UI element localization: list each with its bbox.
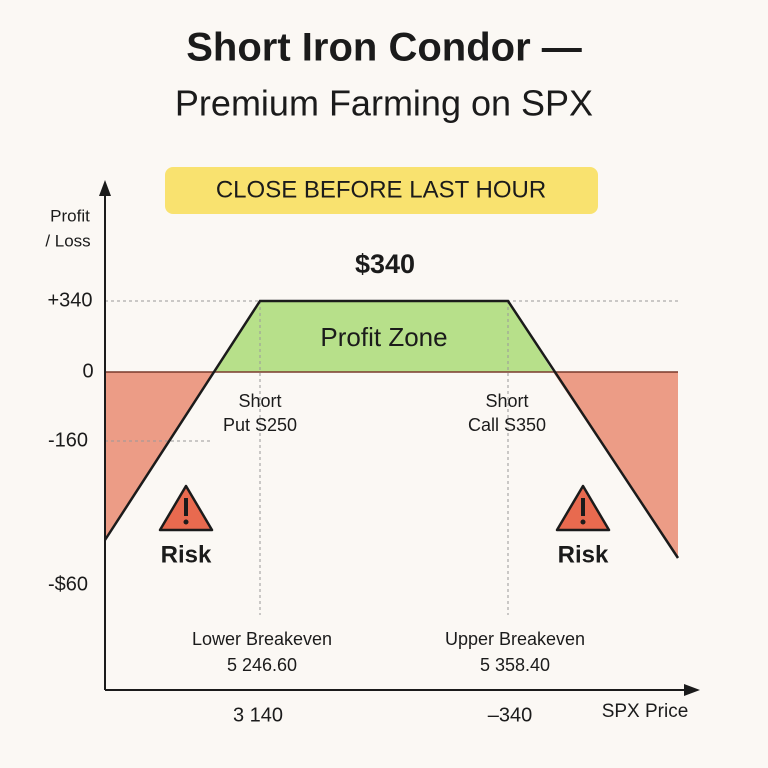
warning-icon (555, 484, 611, 532)
breakeven-label: Lower Breakeven (192, 629, 332, 649)
strike-label: Short (238, 391, 281, 411)
y-label: +340 (47, 289, 92, 311)
y-label: 0 (82, 360, 93, 382)
axis-arrow (99, 180, 111, 196)
y-axis-label: / Loss (45, 231, 90, 250)
max-profit-label: $340 (355, 249, 415, 279)
payoff-line (103, 299, 680, 559)
banner-box (165, 167, 598, 214)
profit-region (215, 301, 553, 372)
breakeven-value: 5 246.60 (227, 655, 297, 675)
banner-text: CLOSE BEFORE LAST HOUR (216, 176, 546, 203)
x-label: 3 140 (233, 704, 283, 726)
risk-label: Risk (558, 541, 609, 568)
title: Short Iron Condor — (186, 26, 582, 70)
x-label: –340 (488, 704, 533, 726)
profit-zone-label: Profit Zone (320, 322, 447, 352)
strike-label: Short (485, 391, 528, 411)
x-axis-label: SPX Price (602, 701, 689, 722)
breakeven-value: 5 358.40 (480, 655, 550, 675)
subtitle: Premium Farming on SPX (175, 83, 593, 124)
risk-label: Risk (161, 541, 212, 568)
strike-label: Put S250 (223, 415, 297, 435)
strike-label: Call S350 (468, 415, 546, 435)
warning-icon (158, 484, 214, 532)
y-label: -160 (48, 429, 88, 451)
y-label: -$60 (48, 573, 88, 595)
breakeven-label: Upper Breakeven (445, 629, 585, 649)
y-axis-label: Profit (50, 206, 90, 225)
axis-arrow (684, 684, 700, 696)
